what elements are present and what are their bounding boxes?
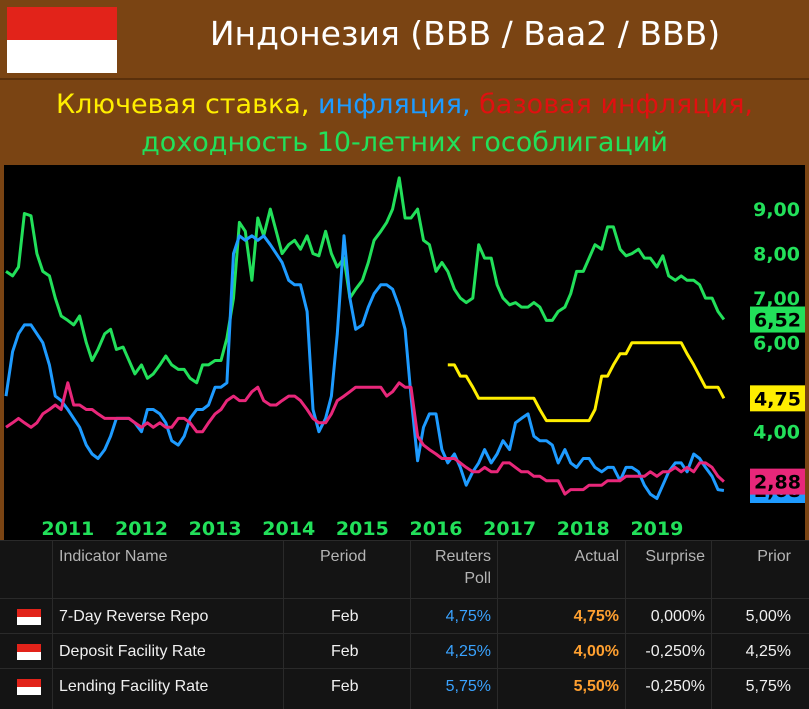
row-indicator-name: 7-Day Reverse Repo (59, 608, 209, 625)
row-actual: 5,50% (573, 678, 619, 695)
subtitle-bond-yield: доходность 10-летних гособлигаций (141, 127, 668, 158)
indonesia-flag-icon (17, 679, 41, 695)
page-title: Индонезия (BBB / Baa2 / BBB) (209, 14, 721, 53)
indonesia-flag-icon (7, 7, 117, 73)
x-tick-label: 2014 (262, 518, 315, 540)
row-surprise: 0,000% (650, 608, 705, 625)
last-value-badge (750, 385, 805, 412)
row-period: Feb (331, 643, 359, 660)
y-tick-label: 8,00 (753, 244, 800, 266)
row-surprise: -0,250% (645, 678, 705, 695)
table-row[interactable]: 7-Day Reverse Repo Feb 4,75% 4,75% 0,000… (0, 598, 809, 634)
header-reuters-poll-line1: Reuters (434, 548, 491, 565)
row-actual: 4,00% (573, 643, 619, 660)
series-line-3 (447, 341, 726, 423)
last-value-label: 2,88 (754, 472, 801, 494)
last-value-label: 6,52 (754, 310, 801, 332)
series-line-0 (5, 176, 726, 385)
last-value-badge (750, 468, 805, 495)
row-indicator-name: Lending Facility Rate (59, 678, 209, 695)
last-value-badge (750, 306, 805, 333)
row-reuters-poll: 4,75% (445, 608, 491, 625)
row-reuters-poll: 5,75% (445, 678, 491, 695)
header-indicator-name: Indicator Name (59, 548, 168, 565)
row-surprise: -0,250% (645, 643, 705, 660)
subtitle-inflation: инфляция, (309, 89, 471, 120)
table-row[interactable]: Lending Facility Rate Feb 5,75% 5,50% -0… (0, 668, 809, 704)
header-prior: Prior (757, 548, 791, 565)
x-tick-label: 2019 (630, 518, 683, 540)
indicator-table: Indicator Name Period Reuters Poll Actua… (0, 540, 809, 709)
row-period: Feb (331, 678, 359, 695)
header-surprise: Surprise (645, 548, 705, 565)
chart-background (4, 165, 805, 540)
x-tick-label: 2016 (410, 518, 463, 540)
table-header-row: Indicator Name Period Reuters Poll Actua… (0, 540, 809, 598)
x-tick-label: 2011 (41, 518, 94, 540)
row-actual: 4,75% (573, 608, 619, 625)
header-period: Period (320, 548, 367, 565)
row-indicator-name: Deposit Facility Rate (59, 643, 206, 660)
x-tick-label: 2013 (189, 518, 242, 540)
y-tick-label: 7,00 (753, 288, 800, 310)
row-prior: 5,00% (745, 608, 791, 625)
header-reuters-poll-line2: Poll (464, 570, 491, 587)
row-prior: 4,25% (745, 643, 791, 660)
indonesia-flag-icon (17, 609, 41, 625)
x-tick-label: 2018 (557, 518, 610, 540)
last-value-label: 4,75 (754, 388, 801, 410)
table-row[interactable]: Deposit Facility Rate Feb 4,25% 4,00% -0… (0, 633, 809, 669)
subtitle-key-rate: Ключевая ставка, (55, 89, 310, 120)
header-actual: Actual (574, 548, 619, 565)
subtitle: Ключевая ставка, инфляция, базовая инфля… (0, 78, 809, 167)
row-prior: 5,75% (745, 678, 791, 695)
x-tick-label: 2015 (336, 518, 389, 540)
subtitle-core-inflation: базовая инфляция, (470, 89, 754, 120)
header: Индонезия (BBB / Baa2 / BBB) (0, 0, 809, 78)
indonesia-flag-icon (17, 644, 41, 660)
line-chart: 4,00 6,00 7,00 8,00 9,00 2011 2012 2013 2014 201… (0, 165, 809, 540)
series-line-2 (5, 381, 725, 496)
x-tick-label: 2012 (115, 518, 168, 540)
x-tick-label: 2017 (483, 518, 536, 540)
row-period: Feb (331, 608, 359, 625)
row-reuters-poll: 4,25% (445, 643, 491, 660)
y-tick-label: 4,00 (753, 422, 800, 444)
y-tick-label: 9,00 (753, 199, 800, 221)
y-tick-label: 6,00 (753, 333, 800, 355)
